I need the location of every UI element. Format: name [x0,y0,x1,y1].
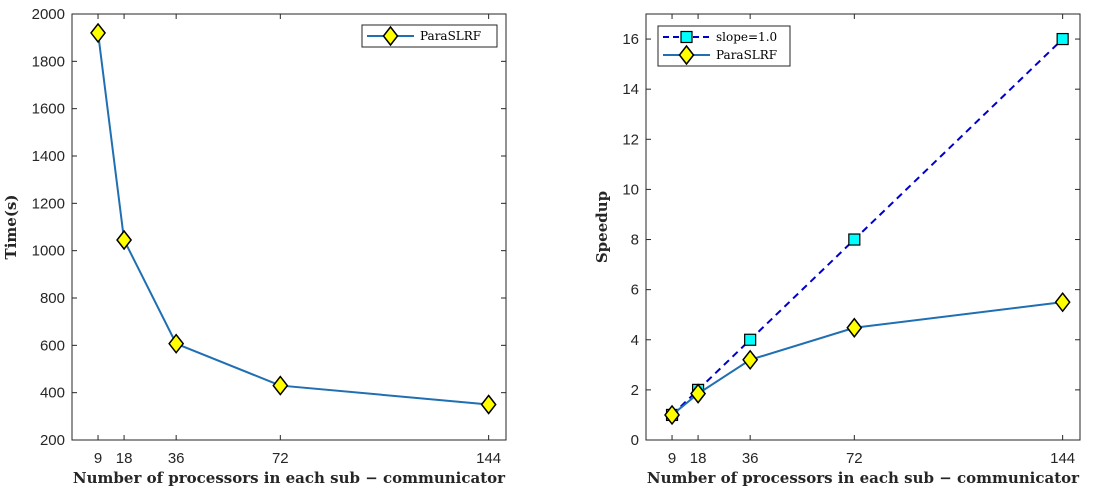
data-point-diamond [846,317,863,338]
x-tick-label: 18 [116,450,133,467]
x-axis-title: Number of processors in each sub − commu… [73,469,506,487]
x-tick-label: 9 [94,450,102,467]
data-point-diamond [272,375,289,396]
legend: slope=1.0 ParaSLRF [657,25,791,67]
y-tick-label: 1200 [32,195,65,212]
y-tick-label: 200 [40,432,65,449]
legend-label: ParaSLRF [420,29,481,43]
data-point-diamond [690,383,707,404]
data-point-diamond [116,229,133,251]
y-axis-title: Speedup [593,191,611,263]
x-tick-label: 72 [846,450,863,467]
data-point-diamond [168,333,185,354]
y-tick-label: 2 [631,382,639,399]
chart-2: 9 18 36 72 144 0 2 4 6 8 10 12 14 16 Number of process… [593,13,1081,487]
x-tick-label: 36 [742,450,759,467]
y-tick-label: 600 [40,337,65,354]
data-point-square [1056,32,1069,46]
y-tick-label: 800 [40,290,65,307]
y-tick-label: 1800 [32,53,65,70]
legend-marker-square [680,30,693,44]
y-axis-title: Time(s) [2,195,20,260]
data-point-diamond [480,394,497,415]
data-point-square [848,233,861,246]
y-tick-label: 14 [622,81,639,98]
legend-box [361,24,498,48]
plot-area [645,13,1081,441]
y-tick-label: 16 [622,31,639,48]
legend: ParaSLRF [361,24,498,48]
legend-label: slope=1.0 [716,30,777,44]
chart-1: 9 18 36 72 144 200 400 600 800 1000 1200 1400 1600 18… [2,6,507,487]
data-point-diamond [742,349,759,371]
legend-marker-diamond [382,25,399,47]
x-tick-label: 144 [476,450,501,467]
x-tick-label: 144 [1050,450,1075,467]
legend-label: ParaSLRF [716,48,777,62]
y-tick-label: 10 [622,181,639,198]
y-tick-label: 1600 [32,101,65,118]
y-tick-label: 1400 [32,148,65,165]
y-tick-label: 1000 [32,243,65,260]
legend-box [657,25,791,67]
y-tick-label: 6 [631,282,639,299]
data-point-diamond [90,22,107,44]
y-tick-label: 12 [622,131,639,148]
plot-area [71,13,507,441]
x-tick-label: 36 [168,450,185,467]
x-tick-label: 18 [690,450,707,467]
x-tick-label: 9 [668,450,676,467]
y-tick-label: 0 [631,432,639,449]
x-tick-label: 72 [272,450,289,467]
x-axis-title: Number of processors in each sub − commu… [647,469,1080,487]
legend-marker-diamond [678,44,695,66]
data-point-diamond [1054,291,1071,313]
y-tick-label: 4 [631,332,639,349]
data-point-square [744,333,757,346]
y-tick-label: 8 [631,232,639,249]
y-tick-label: 2000 [32,6,65,23]
data-point-diamond [664,404,681,426]
y-tick-label: 400 [40,385,65,402]
